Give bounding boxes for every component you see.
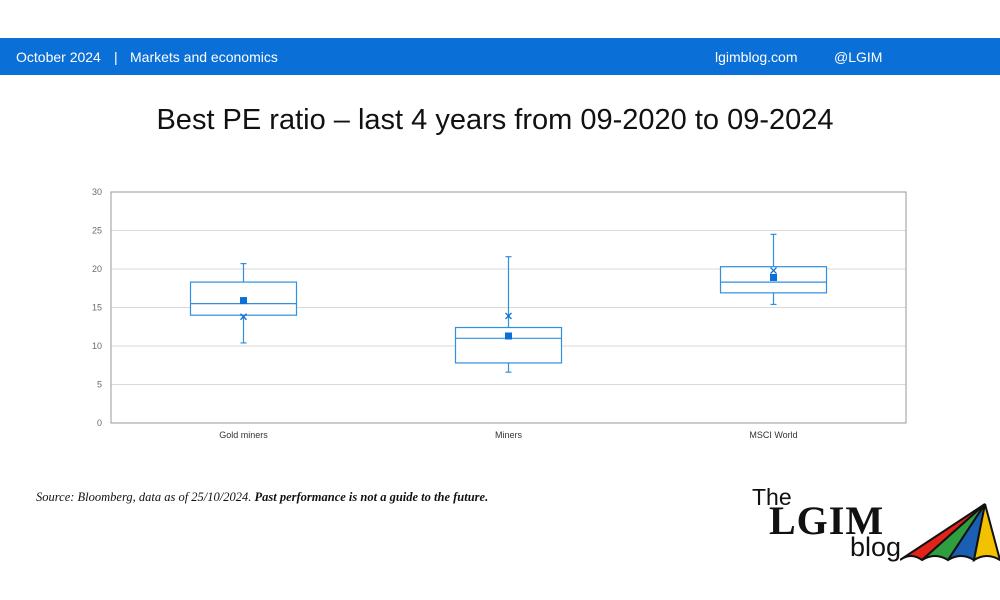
x-marker	[770, 267, 777, 274]
logo-blog-text: blog	[850, 532, 902, 562]
x-marker	[240, 313, 247, 321]
square-marker	[770, 273, 777, 281]
category-label: Gold miners	[219, 430, 268, 440]
header-separator: |	[114, 49, 118, 65]
lgim-blog-logo: The LGIM blog	[740, 480, 1000, 600]
y-tick-label: 0	[97, 418, 102, 428]
chart-title: Best PE ratio – last 4 years from 09-202…	[156, 104, 834, 136]
square-marker	[505, 332, 512, 340]
y-tick-label: 20	[92, 264, 102, 274]
category-label: MSCI World	[749, 430, 797, 440]
logo-the-text: The	[752, 484, 792, 510]
y-tick-label: 5	[97, 380, 102, 390]
source-note: Source: Bloomberg, data as of 25/10/2024…	[36, 490, 488, 505]
logo-lgim-text: LGIM	[769, 498, 885, 543]
boxplot-chart: 0 5 10 15 20 25 30 Gold miners Miners MSCI World	[92, 187, 907, 440]
category-label: Miners	[495, 430, 523, 440]
header-section-link[interactable]: Markets and economics	[130, 49, 278, 65]
x-marker	[505, 312, 512, 320]
disclaimer-text: Past performance is not a guide to the f…	[254, 490, 489, 504]
y-tick-label: 10	[92, 341, 102, 351]
plot-frame	[110, 191, 907, 424]
header-bar: October 2024 | Markets and economics lgi…	[0, 38, 1000, 75]
header-date: October 2024	[16, 49, 101, 65]
source-text: Source: Bloomberg, data as of 25/10/2024…	[36, 490, 255, 504]
y-tick-label: 15	[92, 303, 102, 313]
header-site-link[interactable]: lgimblog.com	[715, 49, 798, 65]
header-handle-link[interactable]: @LGIM	[834, 49, 883, 65]
umbrella-icon	[900, 503, 1000, 562]
y-tick-label: 30	[92, 187, 102, 197]
y-tick-label: 25	[92, 226, 102, 236]
square-marker	[240, 297, 247, 305]
